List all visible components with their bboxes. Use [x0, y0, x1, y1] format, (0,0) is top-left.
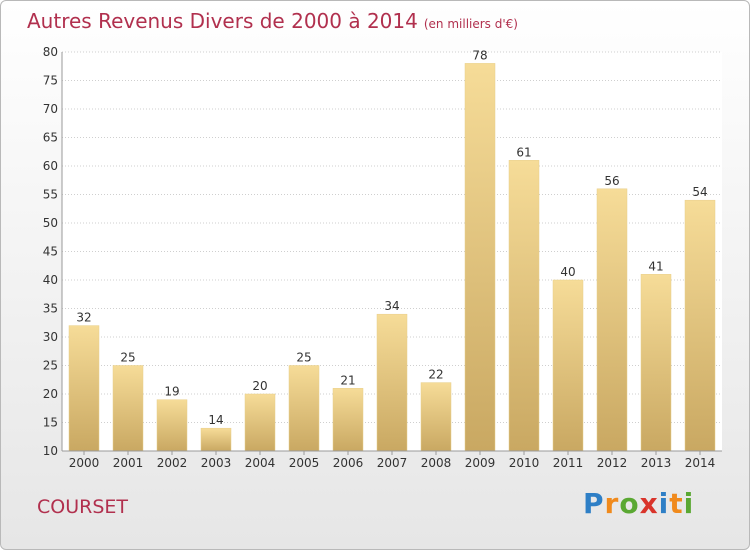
logo-letter: o	[619, 487, 640, 520]
data-label: 32	[76, 311, 91, 325]
chart-title: Autres Revenus Divers de 2000 à 2014 (en …	[27, 9, 518, 33]
chart-subtitle: (en milliers d'€)	[423, 17, 518, 31]
data-label: 34	[384, 299, 399, 313]
y-tick-label: 20	[43, 387, 58, 401]
bar	[200, 427, 232, 452]
data-label: 78	[472, 48, 487, 62]
x-tick-label: 2006	[333, 456, 364, 470]
bar	[376, 313, 408, 452]
data-label: 21	[340, 373, 355, 387]
bar	[332, 388, 364, 452]
chart-title-text: Autres Revenus Divers de 2000 à 2014	[27, 9, 418, 33]
bar	[684, 199, 716, 452]
bar	[420, 382, 452, 452]
bar	[288, 365, 320, 452]
x-tick-label: 2001	[113, 456, 144, 470]
logo-letter: P	[583, 487, 605, 520]
x-tick-label: 2008	[421, 456, 452, 470]
data-label: 61	[516, 145, 531, 159]
y-tick-label: 10	[43, 444, 58, 458]
logo-letter: r	[604, 487, 620, 520]
data-label: 14	[208, 413, 223, 427]
data-label: 19	[164, 385, 179, 399]
logo-letter: i	[683, 487, 695, 520]
x-tick-label: 2010	[509, 456, 540, 470]
bar-layer: 32 25 19 14 20 25 21 34 22 78 61 40 56 41 54	[68, 48, 716, 452]
x-tick-label: 2004	[245, 456, 276, 470]
data-label: 40	[560, 265, 575, 279]
x-tick-label: 2002	[157, 456, 188, 470]
data-label: 22	[428, 368, 443, 382]
data-label: 25	[120, 351, 135, 365]
bar	[156, 399, 188, 452]
bar	[640, 274, 672, 452]
y-tick-label: 65	[43, 131, 58, 145]
y-tick-label: 80	[43, 45, 58, 59]
y-tick-label: 35	[43, 302, 58, 316]
x-tick-label: 2009	[465, 456, 496, 470]
data-label: 20	[252, 379, 267, 393]
bar	[112, 365, 144, 452]
proxiti-logo: Proxiti	[583, 487, 694, 520]
y-tick-label: 45	[43, 245, 58, 259]
bar	[552, 279, 584, 452]
bar	[464, 63, 496, 452]
x-tick-label: 2000	[69, 456, 100, 470]
bar	[244, 393, 276, 452]
y-tick-label: 15	[43, 416, 58, 430]
logo-letter: x	[639, 487, 659, 520]
commune-name: COURSET	[37, 496, 129, 518]
bar	[508, 160, 540, 452]
axis-layer: 10 15 20 25 30 35 40 45 50 55 60 65 70 75 80 2000 2001 20…	[43, 45, 722, 470]
data-label: 41	[648, 259, 663, 273]
logo-letter: t	[669, 487, 684, 520]
y-tick-label: 55	[43, 188, 58, 202]
x-tick-label: 2013	[641, 456, 672, 470]
x-tick-label: 2012	[597, 456, 628, 470]
y-tick-label: 75	[43, 74, 58, 88]
x-tick-label: 2014	[685, 456, 716, 470]
bar	[596, 188, 628, 452]
y-tick-label: 60	[43, 159, 58, 173]
y-tick-label: 50	[43, 216, 58, 230]
data-label: 54	[692, 185, 707, 199]
data-label: 56	[604, 174, 619, 188]
y-tick-label: 30	[43, 330, 58, 344]
x-tick-label: 2005	[289, 456, 320, 470]
y-tick-label: 40	[43, 273, 58, 287]
x-tick-label: 2011	[553, 456, 584, 470]
y-tick-label: 70	[43, 102, 58, 116]
bar	[68, 325, 100, 452]
x-tick-label: 2003	[201, 456, 232, 470]
data-label: 25	[296, 351, 311, 365]
x-tick-label: 2007	[377, 456, 408, 470]
logo-letter: i	[658, 487, 670, 520]
y-tick-label: 25	[43, 359, 58, 373]
